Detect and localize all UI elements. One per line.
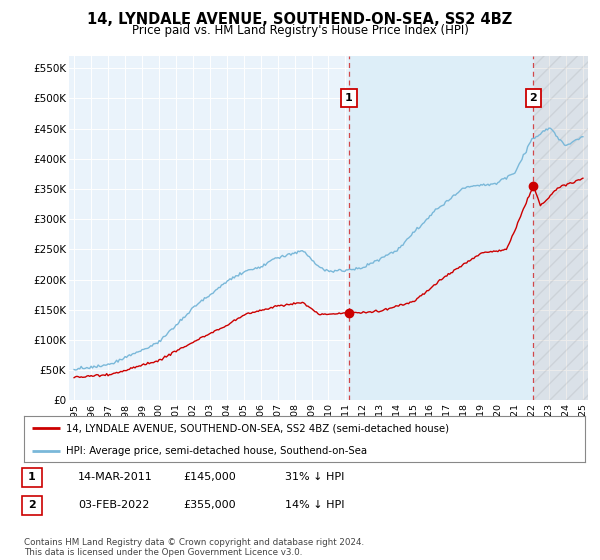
Text: HPI: Average price, semi-detached house, Southend-on-Sea: HPI: Average price, semi-detached house,… xyxy=(66,446,367,455)
Text: £145,000: £145,000 xyxy=(183,472,236,482)
Text: Price paid vs. HM Land Registry's House Price Index (HPI): Price paid vs. HM Land Registry's House … xyxy=(131,24,469,37)
Bar xyxy=(349,56,533,400)
Text: 14, LYNDALE AVENUE, SOUTHEND-ON-SEA, SS2 4BZ: 14, LYNDALE AVENUE, SOUTHEND-ON-SEA, SS2… xyxy=(88,12,512,27)
Text: 2: 2 xyxy=(530,94,537,103)
Text: 14% ↓ HPI: 14% ↓ HPI xyxy=(285,500,344,510)
Text: 14, LYNDALE AVENUE, SOUTHEND-ON-SEA, SS2 4BZ (semi-detached house): 14, LYNDALE AVENUE, SOUTHEND-ON-SEA, SS2… xyxy=(66,423,449,433)
Bar xyxy=(533,56,588,400)
Text: 1: 1 xyxy=(345,94,353,103)
Text: Contains HM Land Registry data © Crown copyright and database right 2024.
This d: Contains HM Land Registry data © Crown c… xyxy=(24,538,364,557)
Text: 2: 2 xyxy=(28,500,35,510)
Text: 03-FEB-2022: 03-FEB-2022 xyxy=(78,500,149,510)
Text: 14-MAR-2011: 14-MAR-2011 xyxy=(78,472,153,482)
Text: £355,000: £355,000 xyxy=(183,500,236,510)
Text: 31% ↓ HPI: 31% ↓ HPI xyxy=(285,472,344,482)
Text: 1: 1 xyxy=(28,472,35,482)
